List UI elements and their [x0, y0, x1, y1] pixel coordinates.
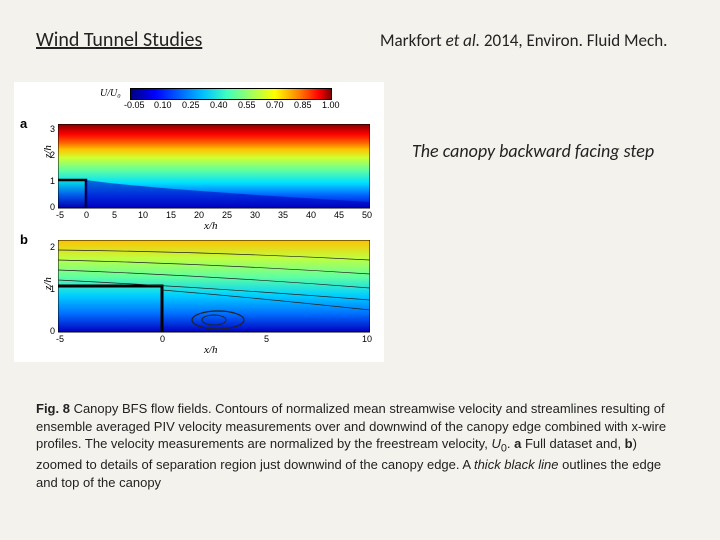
- caption-text: .: [507, 436, 514, 451]
- ytick: 3: [50, 124, 55, 134]
- xtick: 10: [362, 334, 372, 344]
- ytick: 0: [50, 326, 55, 336]
- xtick: 50: [362, 210, 372, 220]
- xtick: 5: [264, 334, 269, 344]
- cb-tick: 0.25: [182, 100, 200, 110]
- xtick: 15: [166, 210, 176, 220]
- cb-tick: 0.85: [294, 100, 312, 110]
- citation-rest: 2014, Environ. Fluid Mech.: [480, 30, 667, 51]
- panel-a-label: a: [20, 116, 27, 131]
- ytick: 0: [50, 202, 55, 212]
- caption-U0: U: [491, 436, 500, 451]
- page-title: Wind Tunnel Studies: [36, 28, 202, 52]
- figure-caption: Fig. 8 Canopy BFS flow fields. Contours …: [36, 400, 686, 491]
- ytick: 1: [50, 176, 55, 186]
- panel-a-plot: [58, 124, 370, 216]
- xtick: -5: [56, 334, 64, 344]
- xtick: 20: [194, 210, 204, 220]
- colorbar: [130, 88, 332, 100]
- ytick: 2: [50, 150, 55, 160]
- cb-tick: -0.05: [124, 100, 145, 110]
- panel-b-plot: [58, 240, 370, 340]
- side-caption: The canopy backward facing step: [412, 140, 654, 162]
- citation-etal: et al.: [442, 30, 480, 51]
- xtick: 5: [112, 210, 117, 220]
- xtick: 0: [160, 334, 165, 344]
- panel-b-label: b: [20, 232, 28, 247]
- ytick: 1: [50, 284, 55, 294]
- cb-tick: 0.40: [210, 100, 228, 110]
- citation-author: Markfort: [380, 30, 442, 51]
- colorbar-label: U/U₀: [100, 88, 121, 99]
- xtick: 25: [222, 210, 232, 220]
- xtick: 10: [138, 210, 148, 220]
- cb-tick: 1.00: [322, 100, 340, 110]
- xtick: 40: [306, 210, 316, 220]
- panel-a-xlabel: x/h: [204, 220, 217, 232]
- citation: Markfort et al. 2014, Environ. Fluid Mec…: [380, 30, 667, 51]
- cb-tick: 0.10: [154, 100, 172, 110]
- caption-text: Full dataset and,: [521, 436, 624, 451]
- panel-b-xlabel: x/h: [204, 344, 217, 356]
- figure-8: U/U₀ -0.05 0.10 0.25 0.40 0.55 0.70 0.85…: [14, 82, 384, 362]
- cb-tick: 0.70: [266, 100, 284, 110]
- xtick: -5: [56, 210, 64, 220]
- cb-tick: 0.55: [238, 100, 256, 110]
- xtick: 30: [250, 210, 260, 220]
- xtick: 0: [84, 210, 89, 220]
- caption-fig-label: Fig. 8: [36, 401, 70, 416]
- caption-b: b: [625, 436, 633, 451]
- xtick: 45: [334, 210, 344, 220]
- xtick: 35: [278, 210, 288, 220]
- caption-thick: thick black line: [474, 457, 559, 472]
- ytick: 2: [50, 242, 55, 252]
